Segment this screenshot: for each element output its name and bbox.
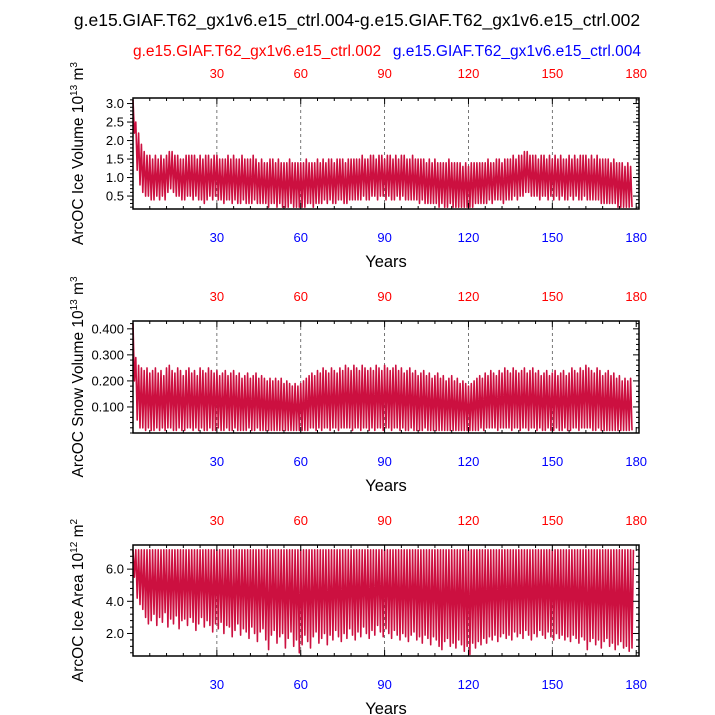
- x-tick-label-top: 30: [210, 66, 224, 81]
- y-tick-label: 2.5: [106, 115, 124, 130]
- y-tick-label: 4.0: [106, 594, 124, 609]
- x-tick-label-top: 150: [541, 66, 563, 81]
- x-tick-label-bottom: 150: [541, 454, 563, 469]
- x-tick-label-bottom: 90: [377, 454, 391, 469]
- x-tick-label-top: 180: [625, 66, 647, 81]
- plot-frame: [132, 320, 640, 434]
- x-tick-label-bottom: 30: [210, 230, 224, 245]
- x-tick-label-top: 60: [294, 66, 308, 81]
- y-axis-label-unit-exponent: 3: [69, 276, 80, 282]
- y-tick-label: 0.5: [106, 189, 124, 204]
- x-tick-label-bottom: 30: [210, 454, 224, 469]
- x-tick-label-top: 150: [541, 289, 563, 304]
- x-tick-label-bottom: 120: [458, 230, 480, 245]
- panels: 30 60 90 120 150 180 30 60 90 120 150 180 0.5 1.0 1.5 2…: [69, 62, 647, 715]
- y-axis-label-exponent: 12: [69, 541, 80, 553]
- x-tick-label-bottom: 30: [210, 677, 224, 692]
- y-tick-label: 1.0: [106, 170, 124, 185]
- y-axis-label-unit: m: [70, 68, 87, 85]
- y-axis-label-main: ArcOC Snow Volume 10: [70, 310, 87, 478]
- x-tick-label-top: 90: [377, 66, 391, 81]
- x-tick-label-top: 90: [377, 289, 391, 304]
- y-axis-label-exponent: 13: [69, 84, 80, 96]
- x-tick-label-bottom: 120: [458, 677, 480, 692]
- chart-panel-1: 30 60 90 120 150 180 30 60 90 120 150 180 0.5 1.0 1.5 2…: [69, 62, 647, 271]
- x-tick-label-top: 180: [625, 513, 647, 528]
- x-tick-label-bottom: 60: [294, 677, 308, 692]
- x-tick-label-top: 90: [377, 513, 391, 528]
- x-axis-label: Years: [365, 253, 407, 271]
- y-axis-label-unit: m: [70, 282, 87, 299]
- y-axis-label-main: ArcOC Ice Volume 10: [70, 96, 87, 245]
- x-tick-label-bottom: 90: [377, 230, 391, 245]
- series-line: [132, 99, 633, 208]
- y-tick-label: 2.0: [106, 626, 124, 641]
- x-tick-label-bottom: 150: [541, 677, 563, 692]
- y-axis-label-unit-exponent: 2: [69, 518, 80, 524]
- plot-frame: [132, 97, 640, 210]
- x-tick-label-top: 120: [458, 66, 480, 81]
- x-tick-label-top: 30: [210, 513, 224, 528]
- y-tick-label: 3.0: [106, 96, 124, 111]
- y-axis-label: ArcOC Ice Volume 1013 m3: [69, 62, 87, 245]
- y-tick-label: 0.100: [91, 399, 124, 414]
- y-axis-label-unit: m: [70, 524, 87, 541]
- x-axis-label: Years: [365, 477, 407, 495]
- y-tick-label: 2.0: [106, 133, 124, 148]
- y-axis-label-exponent: 13: [69, 299, 80, 311]
- x-tick-label-bottom: 60: [294, 230, 308, 245]
- plot-frame: [132, 544, 640, 657]
- y-tick-label: 0.300: [91, 347, 124, 362]
- x-tick-label-bottom: 180: [625, 230, 647, 245]
- series-line: [132, 549, 635, 656]
- x-tick-label-top: 60: [294, 513, 308, 528]
- x-axis-label: Years: [365, 700, 407, 715]
- x-tick-label-bottom: 180: [625, 454, 647, 469]
- x-tick-label-bottom: 90: [377, 677, 391, 692]
- chart-panel-2: 30 60 90 120 150 180 30 60 90 120 150 180 0.100 0.200…: [69, 276, 647, 495]
- chart-panel-3: 30 60 90 120 150 180 30 60 90 120 150 180 2.0 4.0 6.0 Y…: [69, 513, 647, 715]
- x-tick-label-top: 120: [458, 513, 480, 528]
- x-tick-label-bottom: 150: [541, 230, 563, 245]
- y-axis-label: ArcOC Snow Volume 1013 m3: [69, 276, 87, 477]
- y-tick-label: 1.5: [106, 152, 124, 167]
- x-tick-label-top: 120: [458, 289, 480, 304]
- legend-blue-label: g.e15.GIAF.T62_gx1v6.e15_ctrl.004: [393, 43, 642, 60]
- x-tick-label-top: 60: [294, 289, 308, 304]
- x-tick-label-top: 180: [625, 289, 647, 304]
- y-axis-label-main: ArcOC Ice Area 10: [70, 552, 87, 682]
- x-tick-label-bottom: 120: [458, 454, 480, 469]
- x-tick-label-top: 150: [541, 513, 563, 528]
- legend-red-label: g.e15.GIAF.T62_gx1v6.e15_ctrl.002: [133, 43, 381, 60]
- y-axis-label: ArcOC Ice Area 1012 m2: [69, 518, 87, 682]
- figure-title: g.e15.GIAF.T62_gx1v6.e15_ctrl.004-g.e15.…: [74, 10, 640, 31]
- x-tick-label-top: 30: [210, 289, 224, 304]
- x-tick-label-bottom: 60: [294, 454, 308, 469]
- y-tick-label: 6.0: [106, 562, 124, 577]
- y-tick-label: 0.200: [91, 373, 124, 388]
- x-tick-label-bottom: 180: [625, 677, 647, 692]
- y-axis-label-unit-exponent: 3: [69, 62, 80, 68]
- series-line: [132, 323, 633, 432]
- y-tick-label: 0.400: [91, 321, 124, 336]
